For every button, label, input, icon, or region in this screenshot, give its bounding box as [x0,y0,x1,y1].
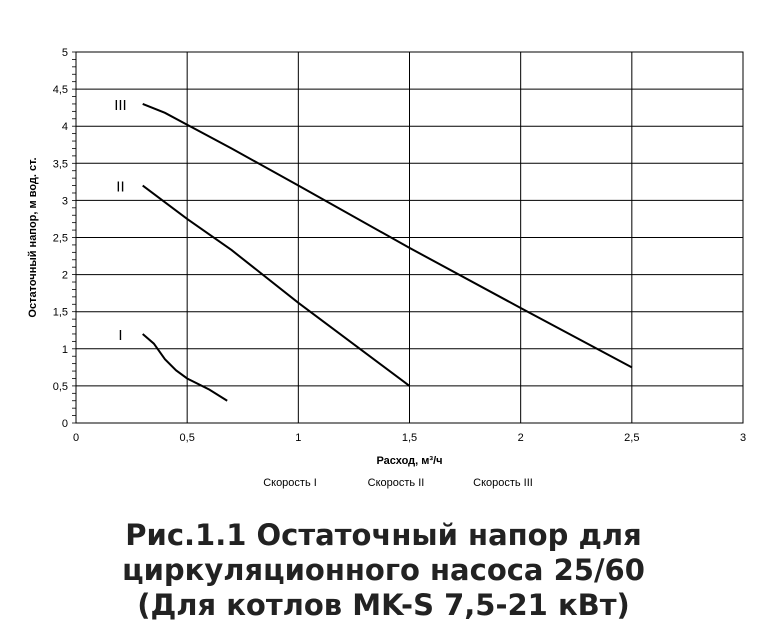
series-label-II: II [116,179,124,196]
y-tick-label: 0 [62,418,68,430]
x-tick-label: 2,5 [624,432,639,444]
caption-line-2: циркуляционного насоса 25/60 [122,553,645,587]
y-tick-label: 1 [62,344,68,356]
figure-caption: Рис.1.1 Остаточный напор для циркуляцион… [0,518,767,623]
plot-frame [75,51,744,424]
y-tick-label: 2 [62,270,68,282]
y-tick-label: 2,5 [53,233,68,245]
y-tick-label: 4,5 [53,84,68,96]
y-tick-label: 1,5 [53,307,68,319]
legend-entry: Скорость III [473,477,533,489]
y-tick-label: 4 [62,121,68,133]
x-tick-label: 3 [740,432,746,444]
series-label-III: III [114,97,127,114]
legend-entry: Скорость I [263,477,317,489]
chart: 0 0,5 1 1,5 2 2,5 3 3,5 4 4,5 5 0 0,5 1 1,5 2 2,5 3 Расход… [27,47,746,489]
series-line-II [142,184,411,387]
x-tick-label: 1 [295,432,301,444]
x-tick-label: 0,5 [180,432,195,444]
caption-line-1: Рис.1.1 Остаточный напор для [125,518,642,552]
series-line-I [142,333,228,402]
y-tick-label: 5 [62,47,68,59]
y-tick-label: 0,5 [53,381,68,393]
x-tick-label: 1,5 [402,432,417,444]
x-tick-label: 2 [518,432,524,444]
y-tick-label: 3,5 [53,158,68,170]
legend-entry: Скорость II [368,477,425,489]
caption-line-3: (Для котлов MK-S 7,5-21 кВт) [137,588,630,622]
series-label-I: I [118,327,122,344]
y-axis-label: Остаточный напор, м вод. ст. [27,157,39,317]
series-line-III [142,103,633,369]
y-tick-label: 3 [62,195,68,207]
x-axis-label: Расход, м³/ч [376,455,442,467]
x-tick-label: 0 [73,432,79,444]
